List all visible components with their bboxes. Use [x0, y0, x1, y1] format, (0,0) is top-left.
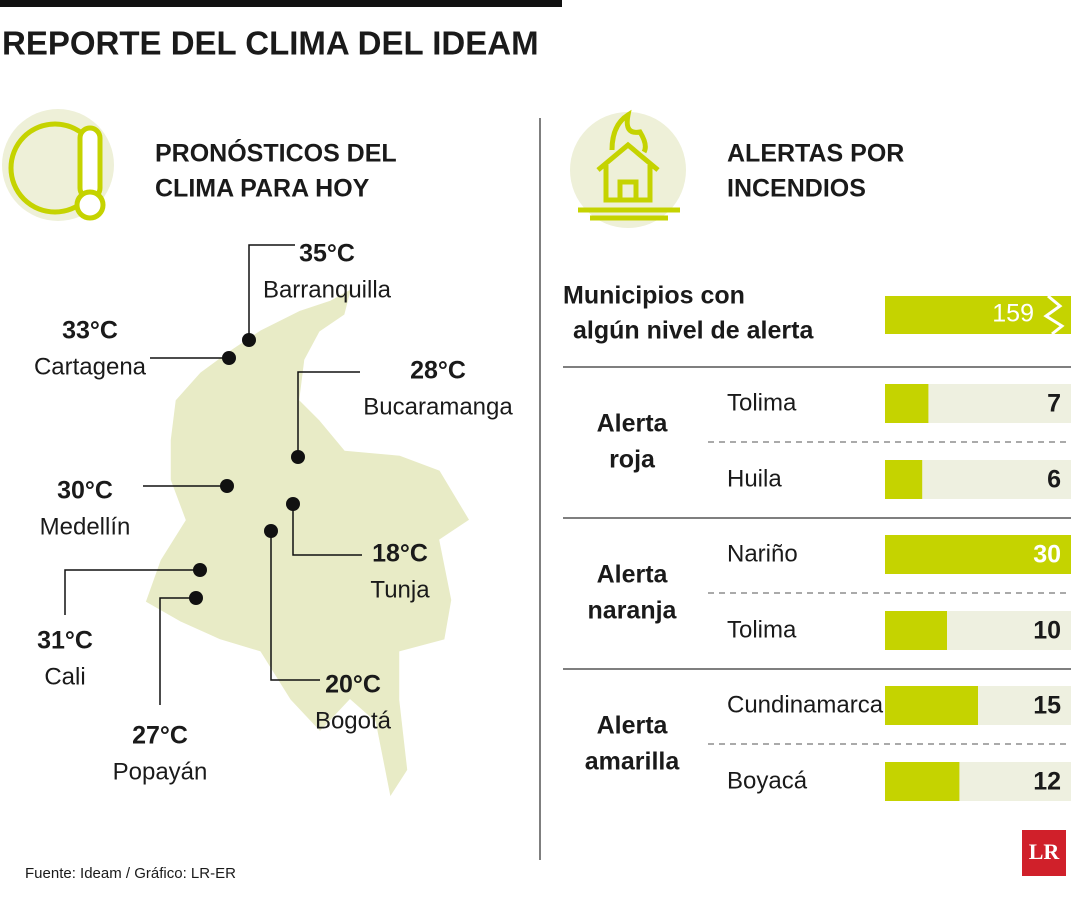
total-value: 159 — [992, 300, 1034, 328]
bar — [885, 611, 947, 650]
row-name: Boyacá — [727, 767, 808, 794]
row-name: Huila — [727, 465, 782, 492]
row-value: 30 — [1033, 541, 1061, 569]
bar — [885, 384, 929, 423]
row-name: Tolima — [727, 389, 797, 416]
row-name: Tolima — [727, 616, 797, 643]
row-value: 10 — [1033, 617, 1061, 645]
source: Fuente: Ideam / Gráfico: LR-ER — [25, 865, 236, 882]
map — [144, 286, 472, 800]
city-temp: 28°C — [410, 357, 466, 385]
city-name: Barranquilla — [263, 276, 392, 303]
city-name: Tunja — [370, 576, 430, 603]
group-label: Alerta — [597, 561, 669, 589]
fire-icon — [570, 109, 686, 228]
row-value: 7 — [1047, 390, 1061, 418]
city-temp: 20°C — [325, 671, 381, 699]
group-label: Alerta — [597, 712, 669, 740]
city-dot — [286, 497, 300, 511]
city-name: Medellín — [40, 513, 131, 540]
city-temp: 35°C — [299, 240, 355, 268]
row-name: Cundinamarca — [727, 691, 884, 718]
row-value: 15 — [1033, 692, 1061, 720]
alerts-heading: INCENDIOS — [727, 175, 866, 203]
city-name: Popayán — [113, 758, 208, 785]
leader-line — [297, 371, 360, 457]
row-name: Nariño — [727, 540, 798, 567]
city-dot — [291, 450, 305, 464]
forecast-heading: PRONÓSTICOS DEL — [155, 138, 397, 168]
weather-icon — [2, 109, 114, 221]
city-name: Bucaramanga — [363, 393, 513, 420]
city-dot — [242, 333, 256, 347]
city-dot — [222, 351, 236, 365]
alerts-heading: ALERTAS POR — [727, 140, 904, 168]
leader-line — [159, 597, 196, 705]
total-label: Municipios con — [563, 282, 745, 310]
city-temp: 30°C — [57, 477, 113, 505]
forecast-heading: CLIMA PARA HOY — [155, 175, 370, 203]
bar — [885, 535, 1071, 574]
logo: LR — [1029, 839, 1061, 864]
city-dot — [264, 524, 278, 538]
city-temp: 18°C — [372, 540, 428, 568]
leader-line — [292, 504, 362, 556]
leader-line — [64, 569, 200, 615]
city-dot — [193, 563, 207, 577]
leader-line — [270, 531, 320, 681]
group-label: amarilla — [585, 748, 681, 776]
city-dot — [189, 591, 203, 605]
city-name: Cartagena — [34, 353, 147, 380]
leader-line — [248, 244, 295, 340]
row-value: 12 — [1033, 768, 1061, 796]
bar-break — [1043, 294, 1065, 336]
group-label: naranja — [588, 597, 678, 625]
bar — [885, 762, 960, 801]
top-bar — [0, 0, 562, 7]
group-label: Alerta — [597, 410, 669, 438]
total-label: algún nivel de alerta — [573, 317, 814, 345]
city-temp: 31°C — [37, 627, 93, 655]
bar — [885, 460, 923, 499]
city-temp: 27°C — [132, 722, 188, 750]
group-label: roja — [609, 446, 656, 474]
city-dot — [220, 479, 234, 493]
title: REPORTE DEL CLIMA DEL IDEAM — [2, 25, 539, 62]
total-bar — [885, 296, 1071, 334]
logo-box — [1022, 830, 1066, 876]
city-name: Bogotá — [315, 707, 392, 734]
row-value: 6 — [1047, 466, 1061, 494]
city-name: Cali — [44, 663, 85, 690]
bar — [885, 686, 978, 725]
city-temp: 33°C — [62, 317, 118, 345]
